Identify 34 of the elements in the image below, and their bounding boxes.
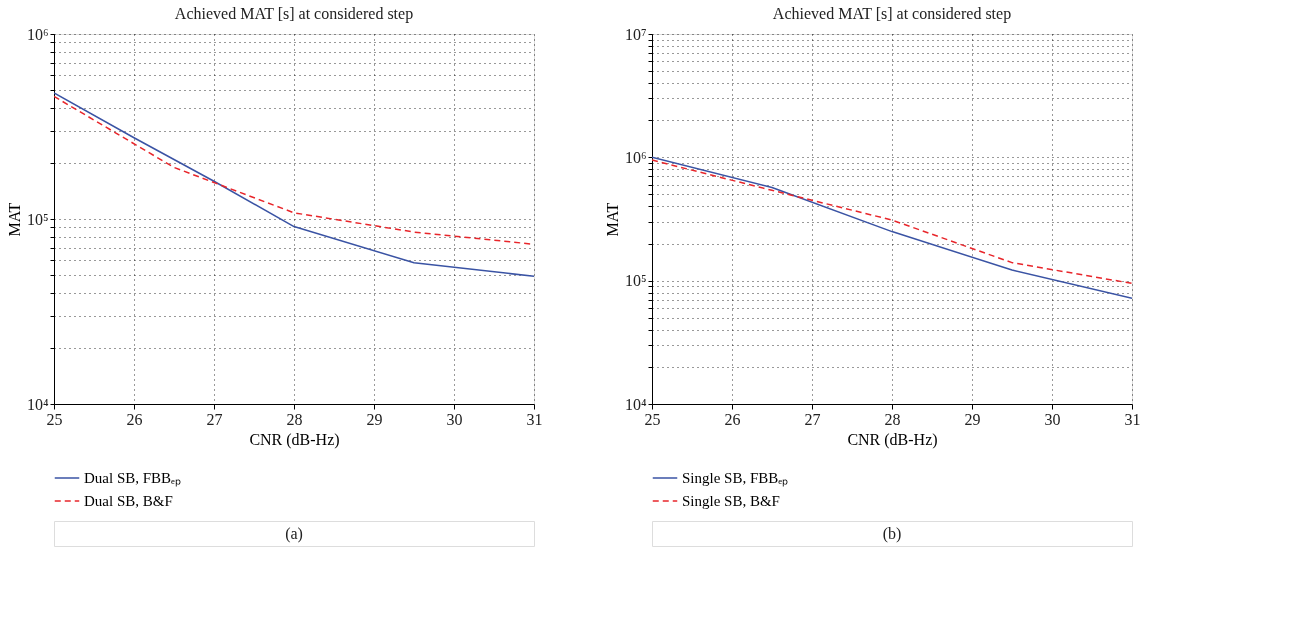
legend-label: Dual SB, FBBₑₚ xyxy=(84,470,181,487)
chart-title: Achieved MAT [s] at considered step xyxy=(772,5,1012,23)
x-tick-label: 31 xyxy=(1124,410,1141,428)
legend-label: Dual SB, B&F xyxy=(84,493,173,509)
text: (b) xyxy=(882,524,902,543)
x-tick-label: 29 xyxy=(964,410,981,428)
x-tick-label: 30 xyxy=(446,410,463,428)
y-tick-label: 10⁴ xyxy=(624,395,647,413)
x-tick-label: 28 xyxy=(286,410,303,428)
y-tick-label: 10⁶ xyxy=(624,148,647,166)
x-tick-label: 25 xyxy=(46,410,63,428)
x-tick-label: 27 xyxy=(206,410,223,428)
x-tick-label: 31 xyxy=(526,410,543,428)
legend-label: Single SB, B&F xyxy=(682,493,780,509)
x-axis-title: CNR (dB-Hz) xyxy=(847,430,938,449)
x-tick-label: 30 xyxy=(1044,410,1061,428)
y-tick-label: 10⁵ xyxy=(624,272,647,290)
text: (a) xyxy=(285,524,303,543)
x-axis-title: CNR (dB-Hz) xyxy=(249,430,340,449)
y-tick-label: 10⁵ xyxy=(26,210,49,228)
y-tick-label: 10⁴ xyxy=(26,395,49,413)
legend-label: Single SB, FBBₑₚ xyxy=(682,470,789,487)
x-tick-label: 27 xyxy=(804,410,821,428)
x-tick-label: 28 xyxy=(884,410,901,428)
x-tick-label: 26 xyxy=(126,410,143,428)
x-tick-label: 29 xyxy=(366,410,383,428)
chart-title: Achieved MAT [s] at considered step xyxy=(174,5,414,23)
y-axis-title: MAT xyxy=(5,202,23,237)
line-series xyxy=(54,92,534,278)
x-tick-label: 26 xyxy=(724,410,741,428)
y-tick-label: 10⁶ xyxy=(26,25,49,43)
y-axis-title: MAT xyxy=(603,202,621,237)
y-tick-label: 10⁷ xyxy=(624,25,647,43)
x-tick-label: 25 xyxy=(644,410,661,428)
